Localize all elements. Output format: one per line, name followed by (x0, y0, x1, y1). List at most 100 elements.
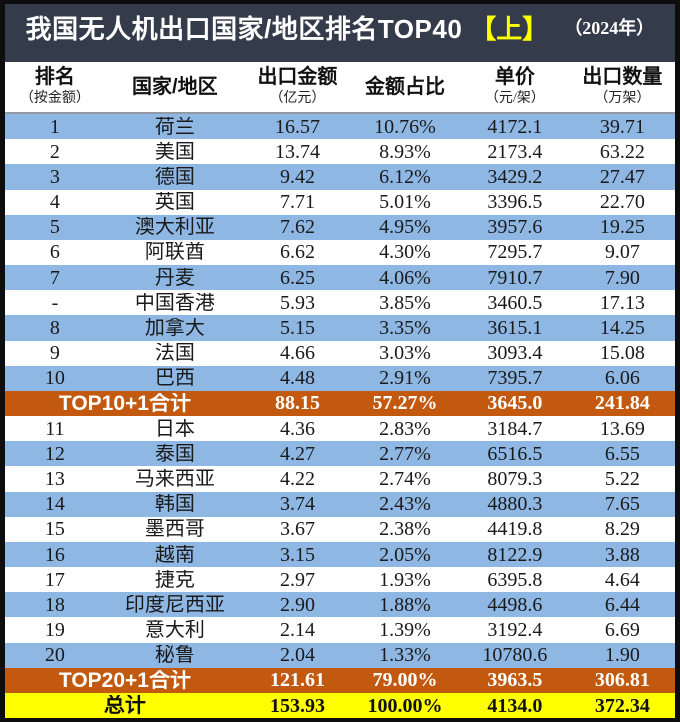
share-cell: 2.38% (379, 519, 431, 540)
price-cell: 3460.5 (487, 292, 543, 313)
rank-cell: 10 (44, 368, 65, 389)
qty-cell: 8.29 (604, 519, 640, 540)
table-header-row: 排名 （按金额） 国家/地区 出口金额 （亿元） 金额占比 单价 （元/架） 出… (5, 62, 675, 114)
qty-cell: 17.13 (599, 292, 645, 313)
rank-cell: 17 (44, 569, 65, 590)
table-row: 8 加拿大 5.15 3.35% 3615.1 14.25 (5, 315, 675, 341)
rank-cell: 1 (49, 116, 60, 137)
rank-cell: 5 (49, 217, 60, 238)
qty-cell: 9.07 (604, 242, 640, 263)
share-cell: 1.33% (379, 645, 431, 666)
rank-cell: 3 (49, 166, 60, 187)
rank-cell: 19 (44, 620, 65, 641)
amount-cell: 5.93 (279, 292, 315, 313)
rank-cell: 16 (44, 544, 65, 565)
share-cell: 3.03% (379, 343, 431, 364)
share-cell: 2.43% (379, 494, 431, 515)
col-header-price-sublabel: （元/架） (484, 91, 545, 107)
price-cell: 4419.8 (487, 519, 543, 540)
country-cell: 法国 (154, 343, 195, 364)
title-year: （2024年） (564, 18, 655, 38)
amount-cell: 2.04 (279, 645, 315, 666)
country-cell: 中国香港 (134, 292, 215, 313)
qty-cell: 13.69 (599, 418, 645, 439)
table-row: 17 捷克 2.97 1.93% 6395.8 4.64 (5, 567, 675, 593)
price-cell: 3615.1 (487, 317, 543, 338)
share-cell: 3.85% (379, 292, 431, 313)
share-cell: 2.74% (379, 468, 431, 489)
rank-cell: 12 (44, 443, 65, 464)
rank-cell: 13 (44, 468, 65, 489)
qty-cell: 6.06 (604, 368, 640, 389)
share-cell: 2.91% (379, 368, 431, 389)
table-row: 16 越南 3.15 2.05% 8122.9 3.88 (5, 541, 675, 568)
amount-cell: 4.22 (279, 468, 315, 489)
country-cell: 阿联酋 (144, 242, 205, 263)
table-row: 3 德国 9.42 6.12% 3429.2 27.47 (5, 164, 675, 190)
col-header-share: 金额占比 (350, 76, 460, 99)
amount-cell: 7.71 (279, 192, 315, 213)
qty-cell: 7.65 (604, 494, 640, 515)
price-cell: 4134.0 (487, 695, 543, 716)
amount-cell: 2.90 (279, 594, 315, 615)
share-cell: 4.06% (379, 267, 431, 288)
subtotal-row: TOP10+1合计 88.15 57.27% 3645.0 241.84 (5, 390, 675, 417)
rank-cell: 15 (44, 519, 65, 540)
price-cell: 6516.5 (487, 443, 543, 464)
qty-cell: 6.55 (604, 443, 640, 464)
price-cell: 3645.0 (487, 393, 543, 414)
rank-cell: 20 (44, 645, 65, 666)
qty-cell: 306.81 (594, 670, 650, 691)
share-cell: 1.93% (379, 569, 431, 590)
country-cell: 秘鲁 (154, 645, 195, 666)
amount-cell: 121.61 (269, 670, 325, 691)
qty-cell: 15.08 (599, 343, 645, 364)
country-cell: 德国 (154, 166, 195, 187)
price-cell: 3093.4 (487, 343, 543, 364)
table-row: 14 韩国 3.74 2.43% 4880.3 7.65 (5, 491, 675, 517)
country-cell: 印度尼西亚 (124, 594, 225, 615)
price-cell: 3396.5 (487, 192, 543, 213)
amount-cell: 3.15 (279, 544, 315, 565)
price-cell: 7295.7 (487, 242, 543, 263)
country-cell: 美国 (154, 141, 195, 162)
share-cell: 2.77% (379, 443, 431, 464)
table-row: 15 墨西哥 3.67 2.38% 4419.8 8.29 (5, 516, 675, 542)
table-row: 2 美国 13.74 8.93% 2173.4 63.22 (5, 139, 675, 165)
qty-cell: 19.25 (599, 217, 645, 238)
amount-cell: 3.67 (279, 519, 315, 540)
rank-cell: 11 (45, 418, 65, 439)
table-row: - 中国香港 5.93 3.85% 3460.5 17.13 (5, 290, 675, 316)
price-cell: 7910.7 (487, 267, 543, 288)
col-header-quantity: 出口数量 （万架） (570, 66, 675, 107)
price-cell: 8122.9 (487, 544, 543, 565)
amount-cell: 3.74 (279, 494, 315, 515)
table-row: 7 丹麦 6.25 4.06% 7910.7 7.90 (5, 265, 675, 291)
amount-cell: 13.74 (274, 141, 320, 162)
price-cell: 10780.6 (482, 645, 548, 666)
title-part-badge: 【上】 (470, 13, 549, 44)
table-row: 6 阿联酋 6.62 4.30% 7295.7 9.07 (5, 239, 675, 266)
table-body: 1 荷兰 16.57 10.76% 4172.1 39.71 2 美国 13.74 8.93% 21… (5, 114, 675, 719)
total-label-cell: 总计 (103, 695, 146, 717)
col-header-price-label: 单价 (494, 66, 535, 89)
price-cell: 3184.7 (487, 418, 543, 439)
share-cell: 1.39% (379, 620, 431, 641)
amount-cell: 4.27 (279, 443, 315, 464)
table-row: 12 泰国 4.27 2.77% 6516.5 6.55 (5, 441, 675, 467)
share-cell: 2.05% (379, 544, 431, 565)
share-cell: 8.93% (379, 141, 431, 162)
rank-cell: 18 (44, 594, 65, 615)
qty-cell: 5.22 (604, 468, 640, 489)
share-cell: 2.83% (379, 418, 431, 439)
amount-cell: 4.48 (279, 368, 315, 389)
qty-cell: 63.22 (599, 141, 645, 162)
country-cell: 韩国 (154, 494, 195, 515)
amount-cell: 2.14 (279, 620, 315, 641)
share-cell: 3.35% (379, 317, 431, 338)
country-cell: 越南 (154, 544, 195, 565)
rank-cell: 7 (49, 267, 60, 288)
amount-cell: 7.62 (279, 217, 315, 238)
col-header-amount-sublabel: （亿元） (269, 91, 326, 107)
